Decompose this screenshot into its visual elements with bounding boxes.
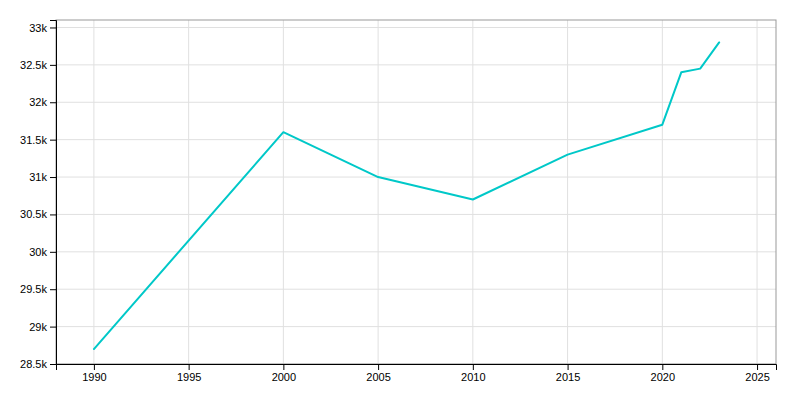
- x-tick-label: 2005: [366, 371, 390, 383]
- y-tick-label: 33k: [29, 21, 47, 33]
- marks: [94, 42, 719, 349]
- x-tick: 2000: [272, 364, 296, 383]
- y-tick: 29.5k: [20, 283, 56, 295]
- x-tick-mark: [378, 364, 379, 370]
- grid-line-x: [283, 20, 284, 364]
- y-tick-label: 30.5k: [20, 208, 47, 220]
- x-tick-label: 2015: [556, 371, 580, 383]
- y-tick: 29k: [29, 321, 56, 333]
- x-tick: 2025: [745, 364, 769, 383]
- y-tick-mark: [50, 289, 56, 290]
- grid-line-y: [56, 102, 776, 103]
- chart-svg: 1990 1995 2000 2005 2010 2015 2020 2025 28.5k 29k…: [0, 0, 800, 400]
- y-tick-mark: [50, 140, 56, 141]
- grid-line-x: [188, 20, 189, 364]
- y-tick-label: 29.5k: [20, 283, 47, 295]
- x-tick-mark: [473, 364, 474, 370]
- x-tick-mark: [757, 364, 758, 370]
- data-line: [94, 42, 719, 349]
- grid-line-x: [662, 20, 663, 364]
- plot-area: 1990 1995 2000 2005 2010 2015 2020 2025 28.5k 29k…: [20, 20, 776, 383]
- grid-line-y: [56, 251, 776, 252]
- x-tick: 2015: [556, 364, 580, 383]
- x-tick-label: 1995: [177, 371, 201, 383]
- y-tick-mark: [50, 364, 56, 365]
- x-tick-mark: [568, 364, 569, 370]
- grid-line-y: [56, 177, 776, 178]
- x-axis-line: [57, 365, 777, 371]
- x-tick-mark: [94, 364, 95, 370]
- x-tick-label: 1990: [82, 371, 106, 383]
- y-tick-mark: [50, 65, 56, 66]
- x-tick-label: 2020: [651, 371, 675, 383]
- y-axis: 28.5k 29k 29.5k 30k 30.5k 31k 31.5k 32k 32.5k 33k: [20, 21, 56, 371]
- y-tick: 30k: [29, 246, 56, 258]
- y-tick: 31k: [29, 171, 56, 183]
- plot-frame: [56, 20, 776, 364]
- x-tick-label: 2000: [272, 371, 296, 383]
- x-tick: 2010: [461, 364, 485, 383]
- y-tick-label: 32k: [29, 96, 47, 108]
- grid-line-x: [757, 20, 758, 364]
- y-tick: 32.5k: [20, 59, 56, 71]
- y-tick-label: 29k: [29, 321, 47, 333]
- y-tick: 28.5k: [20, 358, 56, 370]
- y-tick: 31.5k: [20, 134, 56, 146]
- x-tick-label: 2010: [461, 371, 485, 383]
- y-tick: 32k: [29, 96, 56, 108]
- y-tick-mark: [50, 102, 56, 103]
- grid-line-x: [567, 20, 568, 364]
- grid-line-y: [56, 64, 776, 65]
- y-tick-mark: [50, 177, 56, 178]
- x-tick: 1995: [177, 364, 201, 383]
- y-tick-label: 31.5k: [20, 134, 47, 146]
- y-tick-label: 32.5k: [20, 59, 47, 71]
- x-tick: 2020: [651, 364, 675, 383]
- grid-line-x: [378, 20, 379, 364]
- x-tick-mark: [662, 364, 663, 370]
- grid-line-y: [56, 27, 776, 28]
- x-tick: 2005: [366, 364, 390, 383]
- grid-line-x: [93, 20, 94, 364]
- y-axis-line: [50, 21, 57, 365]
- y-tick: 33k: [29, 21, 56, 33]
- chart-container: 1990 1995 2000 2005 2010 2015 2020 2025 28.5k 29k…: [0, 0, 800, 400]
- x-tick-label: 2025: [745, 371, 769, 383]
- grid-line-y: [56, 326, 776, 327]
- y-tick-mark: [50, 27, 56, 28]
- y-tick-label: 28.5k: [20, 358, 47, 370]
- grid-line-y: [56, 214, 776, 215]
- grid: [56, 20, 776, 364]
- y-tick-mark: [50, 214, 56, 215]
- y-tick-mark: [50, 252, 56, 253]
- y-tick-mark: [50, 327, 56, 328]
- x-axis: 1990 1995 2000 2005 2010 2015 2020 2025: [57, 364, 777, 383]
- x-tick: 1990: [82, 364, 106, 383]
- y-tick: 30.5k: [20, 208, 56, 220]
- y-tick-label: 30k: [29, 246, 47, 258]
- x-tick-mark: [283, 364, 284, 370]
- grid-line-y: [56, 289, 776, 290]
- x-tick-mark: [189, 364, 190, 370]
- y-tick-label: 31k: [29, 171, 47, 183]
- grid-line-y: [56, 139, 776, 140]
- grid-line-x: [472, 20, 473, 364]
